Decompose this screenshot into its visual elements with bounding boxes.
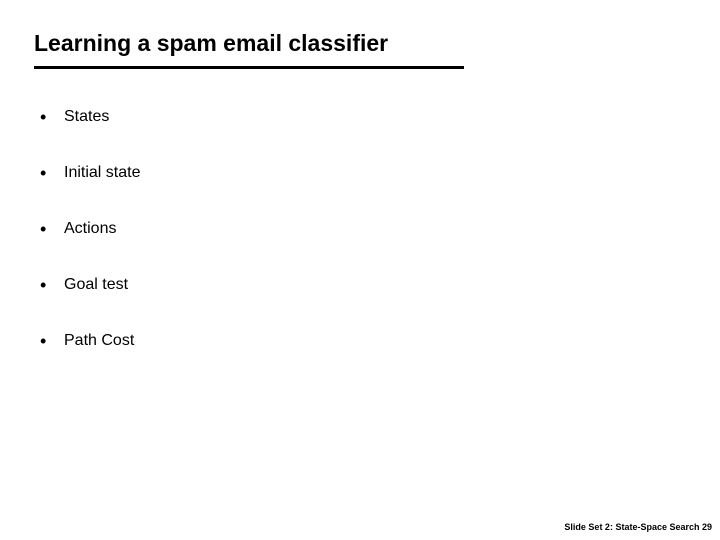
- footer-label: Slide Set 2: State-Space Search: [564, 522, 702, 532]
- bullet-label: Actions: [64, 220, 116, 238]
- bullet-label: States: [64, 108, 109, 126]
- list-item: • Actions: [40, 220, 140, 238]
- bullet-marker: •: [40, 108, 64, 126]
- bullet-list: • States • Initial state • Actions • Goa…: [40, 108, 140, 388]
- bullet-marker: •: [40, 164, 64, 182]
- list-item: • Path Cost: [40, 332, 140, 350]
- list-item: • Initial state: [40, 164, 140, 182]
- list-item: • Goal test: [40, 276, 140, 294]
- bullet-label: Goal test: [64, 276, 128, 294]
- bullet-marker: •: [40, 276, 64, 294]
- bullet-label: Path Cost: [64, 332, 134, 350]
- bullet-marker: •: [40, 220, 64, 238]
- title-underline: [34, 66, 464, 69]
- slide-footer: Slide Set 2: State-Space Search 29: [564, 522, 712, 532]
- list-item: • States: [40, 108, 140, 126]
- title-wrap: Learning a spam email classifier: [34, 30, 388, 57]
- bullet-marker: •: [40, 332, 64, 350]
- footer-page-number: 29: [702, 522, 712, 532]
- slide: Learning a spam email classifier • State…: [0, 0, 720, 540]
- page-title: Learning a spam email classifier: [34, 30, 388, 57]
- bullet-label: Initial state: [64, 164, 140, 182]
